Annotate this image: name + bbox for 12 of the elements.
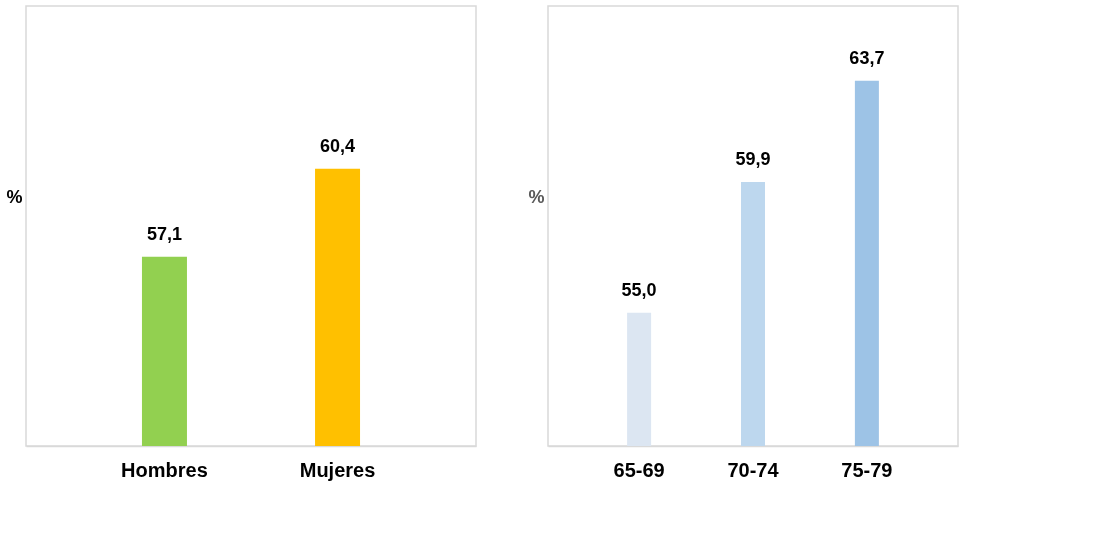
y-axis-title: %: [6, 186, 23, 207]
x-tick-label: 65-69: [613, 458, 665, 481]
data-label: 59,9: [735, 149, 771, 169]
x-tick-label: Hombres: [121, 458, 208, 481]
data-label: 57,1: [146, 223, 182, 244]
x-tick-label: Mujeres: [299, 458, 376, 481]
x-tick-label: 70-74: [727, 458, 780, 481]
y-axis-title: %: [528, 186, 545, 207]
data-label: 60,4: [320, 135, 356, 156]
data-label: 63,7: [849, 47, 885, 68]
data-label: 55,0: [621, 279, 657, 300]
x-tick-label: 75-79: [841, 458, 893, 481]
